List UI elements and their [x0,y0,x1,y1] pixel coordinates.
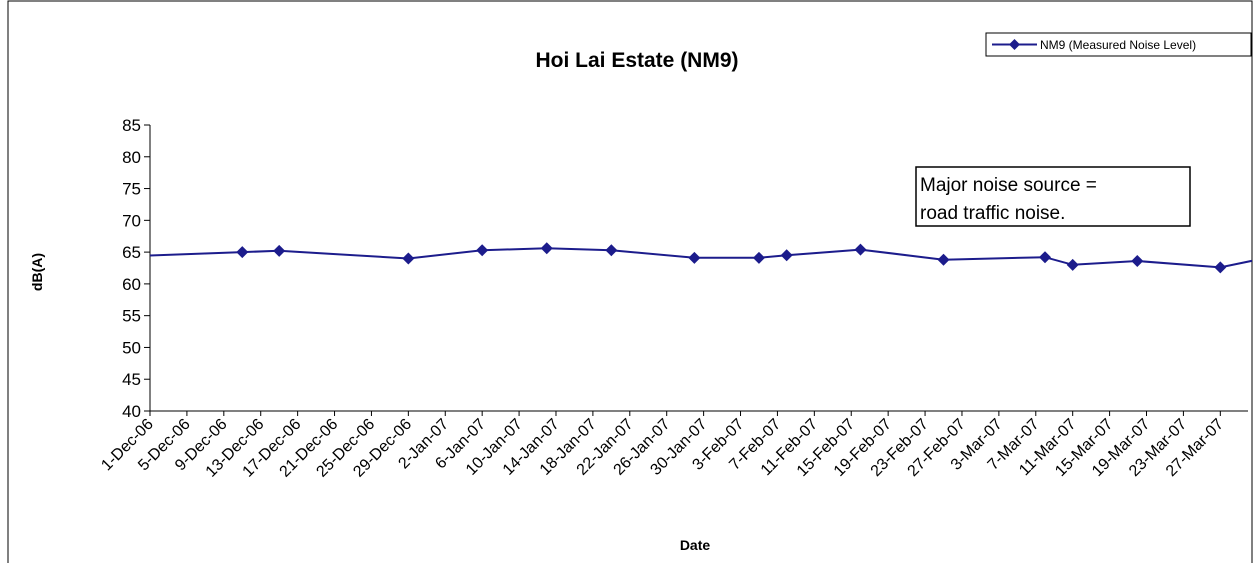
y-tick-label: 65 [122,243,141,262]
legend-label: NM9 (Measured Noise Level) [1040,38,1196,52]
data-point-marker [236,246,249,259]
data-point-marker [402,252,415,265]
data-point-marker [273,244,286,257]
series-line [150,247,1252,269]
y-tick-label: 60 [122,275,141,294]
data-point-marker [780,249,793,262]
y-tick-label: 50 [122,338,141,357]
data-point-marker [854,243,867,256]
y-tick-label: 40 [122,402,141,421]
data-point-marker [1066,258,1079,271]
y-tick-label: 80 [122,148,141,167]
data-point-marker [540,242,553,255]
legend: NM9 (Measured Noise Level) [985,32,1252,57]
y-axis: 40 45 50 55 60 65 70 75 80 85 [122,116,151,421]
data-point-marker [476,244,489,257]
y-axis-label: dB(A) [29,253,45,291]
data-point-marker [605,244,618,257]
annotation-line-2: road traffic noise. [920,203,1065,224]
annotation-border [915,166,1191,227]
y-tick-label: 75 [122,180,141,199]
legend-diamond-marker [1009,39,1020,50]
series-layer [150,242,1252,274]
y-tick-label: 55 [122,307,141,326]
data-point-marker [1214,261,1227,274]
y-tick-label: 45 [122,370,141,389]
chart-title: Hoi Lai Estate (NM9) [535,49,738,72]
x-axis: 1-Dec-065-Dec-069-Dec-0613-Dec-0617-Dec-… [98,410,1248,481]
y-tick-label: 70 [122,211,141,230]
legend-box [985,32,1252,57]
series-group [150,242,1252,274]
data-point-marker [937,253,950,266]
data-point-marker [1039,251,1052,264]
data-point-marker [1131,255,1144,268]
y-tick-label: 85 [122,116,141,135]
annotation-line-1: Major noise source = [920,175,1097,196]
data-point-marker [688,251,701,264]
x-axis-label: Date [680,537,711,553]
data-point-marker [752,251,765,264]
chart-border [7,0,1253,563]
annotation-box: Major noise source = road traffic noise. [915,166,1191,227]
